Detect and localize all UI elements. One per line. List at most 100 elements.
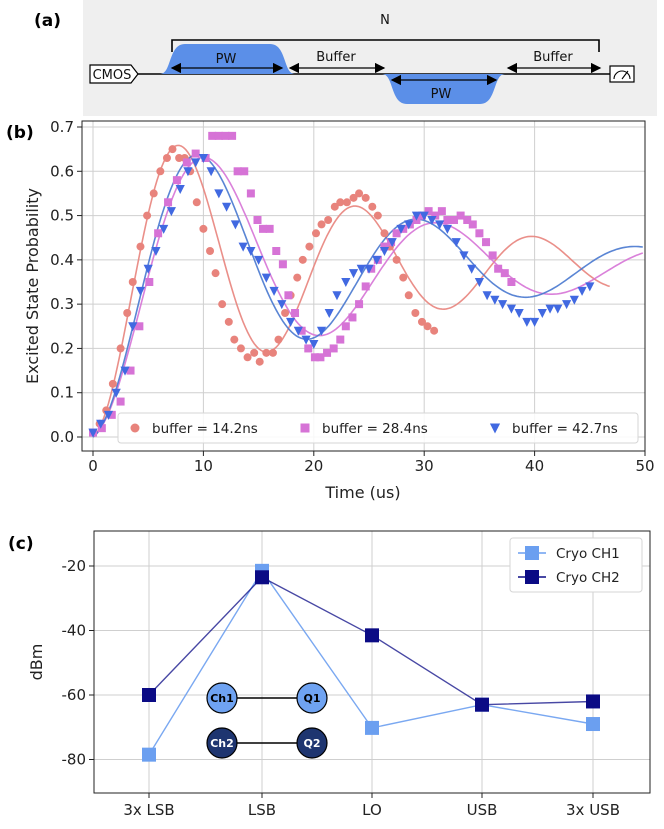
data-point-circle	[168, 145, 177, 154]
data-point-circle	[156, 167, 165, 176]
data-point-square	[154, 229, 163, 238]
data-point-triangle	[214, 189, 224, 199]
series-marker	[142, 688, 156, 702]
channel-node-label: Ch2	[210, 737, 234, 750]
data-point-square	[336, 335, 345, 344]
data-point-square	[468, 220, 477, 229]
data-point-circle	[136, 242, 145, 251]
data-point-triangle	[562, 300, 572, 310]
data-point-triangle	[467, 264, 477, 274]
data-point-triangle	[459, 251, 469, 261]
data-point-square	[221, 131, 230, 140]
series-marker	[365, 720, 379, 735]
data-point-circle	[361, 193, 370, 202]
x-tick-label-c: USB	[467, 801, 498, 819]
channel-node	[206, 727, 238, 759]
x-axis-label-b: Time (us)	[324, 483, 400, 502]
buffer-label-2: Buffer	[533, 50, 573, 65]
data-point-square	[507, 278, 516, 286]
data-point-circle	[123, 309, 132, 317]
data-point-circle	[143, 211, 152, 220]
data-point-square	[278, 260, 287, 269]
plot-frame-b	[81, 120, 646, 452]
y-axis-label-c: dBm	[27, 644, 46, 681]
x-tick-label-b: 50	[635, 457, 654, 475]
data-point-circle	[274, 335, 283, 344]
y-tick-label-b: 0.0	[50, 428, 74, 446]
data-point-circle	[230, 335, 239, 344]
data-point-square	[456, 211, 465, 220]
data-point-circle	[192, 198, 201, 207]
data-point-square	[246, 189, 255, 198]
series-marker	[142, 747, 156, 762]
data-point-circle	[336, 198, 345, 207]
qubit-node-label: Q2	[303, 737, 320, 750]
data-point-circle	[149, 189, 158, 198]
data-point-square	[265, 224, 274, 233]
legend-label-b: buffer = 14.2ns	[152, 421, 258, 437]
x-tick-label-c: LSB	[248, 801, 276, 819]
data-point-triangle	[497, 300, 508, 310]
data-point-triangle	[396, 224, 406, 234]
data-point-square	[116, 397, 125, 406]
data-point-circle	[305, 242, 314, 251]
y-axis-label-b: Excited State Probability	[23, 188, 42, 384]
data-point-triangle	[474, 278, 484, 287]
data-point-circle	[211, 269, 220, 278]
y-tick-label-c: -80	[62, 751, 87, 769]
data-point-square	[107, 410, 116, 419]
data-point-circle	[324, 216, 333, 224]
data-point-triangle	[427, 216, 437, 225]
x-tick-label-c: 3x LSB	[123, 801, 174, 819]
data-point-square	[182, 158, 191, 167]
y-tick-label-b: 0.6	[50, 162, 74, 180]
y-tick-label-b: 0.4	[50, 251, 74, 269]
data-point-circle	[108, 379, 117, 388]
data-point-square	[463, 216, 472, 224]
data-point-triangle	[435, 220, 445, 230]
channel-node	[206, 682, 238, 714]
data-point-circle	[268, 348, 277, 357]
data-point-triangle	[545, 304, 555, 314]
data-point-triangle	[490, 295, 500, 305]
data-point-triangle	[411, 211, 422, 221]
data-point-triangle	[514, 309, 524, 318]
data-point-triangle	[175, 185, 185, 194]
data-point-circle	[342, 198, 351, 207]
data-point-triangle	[183, 167, 193, 177]
y-tick-label-b: 0.1	[50, 384, 74, 402]
data-point-circle	[262, 348, 271, 357]
legend-label-b: buffer = 42.7ns	[512, 421, 618, 437]
data-point-triangle	[585, 282, 595, 292]
data-point-triangle	[537, 309, 547, 318]
panel-a-label: (a)	[34, 11, 61, 31]
series-marker	[586, 694, 600, 709]
data-point-triangle	[332, 291, 342, 301]
data-point-triangle	[506, 304, 517, 314]
legend-c: Cryo CH1 Cryo CH2	[509, 537, 643, 593]
data-point-square	[304, 344, 313, 353]
y-tick-label-c: -20	[62, 557, 87, 575]
channel-node-label: Ch1	[210, 692, 234, 705]
legend-marker-square	[300, 423, 310, 433]
data-point-triangle	[372, 255, 382, 265]
data-point-square	[291, 309, 300, 317]
data-point-triangle	[404, 220, 414, 230]
y-tick-label-c: -40	[62, 622, 87, 640]
data-point-circle	[399, 273, 408, 282]
data-point-triangle	[364, 264, 374, 274]
rabi-chart: 0 10 20 30 40 50 0.0 0.1 0.2 0.3 0.4 0.5 0.6 0.7 Time…	[23, 118, 655, 502]
series-marker	[475, 697, 489, 712]
data-point-triangle	[261, 273, 271, 283]
data-point-square	[488, 251, 497, 260]
data-point-square	[233, 167, 242, 176]
legend-label-c: Cryo CH2	[556, 570, 620, 586]
data-point-circle	[116, 344, 125, 353]
legend-b: buffer = 14.2ns buffer = 28.4ns buffer = 4…	[117, 412, 639, 444]
data-point-circle	[312, 229, 321, 238]
data-point-circle	[317, 220, 326, 229]
data-point-circle	[298, 255, 307, 264]
data-point-triangle	[379, 247, 390, 256]
data-point-square	[482, 238, 491, 247]
